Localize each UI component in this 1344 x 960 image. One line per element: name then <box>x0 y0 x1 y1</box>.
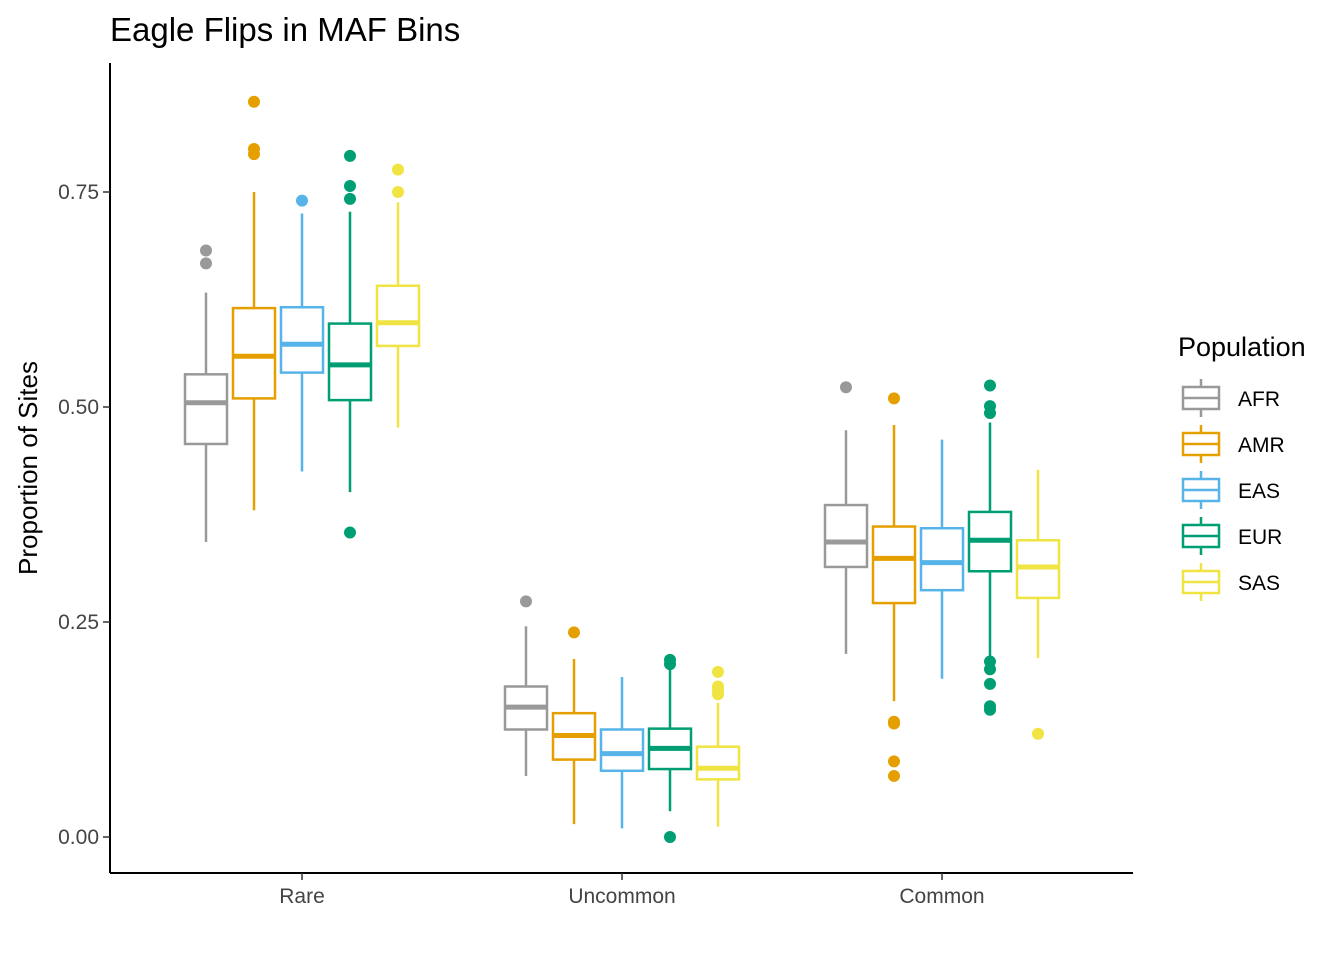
box-iqr <box>279 305 325 374</box>
box-sas-rare <box>375 163 421 428</box>
box-afr-rare <box>183 244 229 543</box>
y-axis-title: Proportion of Sites <box>13 361 43 575</box>
x-tick-label: Rare <box>279 885 325 908</box>
legend-label: EUR <box>1238 526 1282 549</box>
y-tick-label: 0.00 <box>58 826 99 849</box>
box-amr-rare <box>231 95 277 511</box>
outlier-point <box>1032 727 1044 740</box>
legend: Population AFR AMR EAS EUR SAS <box>1178 332 1306 601</box>
legend-item-sas: SAS <box>1181 563 1280 601</box>
box-eas-rare <box>279 194 325 472</box>
series-sas <box>375 163 1061 827</box>
outlier-point <box>888 769 900 782</box>
box-eur-common <box>967 379 1013 716</box>
legend-item-afr: AFR <box>1181 379 1280 417</box>
box-iqr <box>183 373 229 446</box>
legend-label: AMR <box>1238 434 1285 457</box>
box-iqr <box>599 728 645 773</box>
series-eas <box>279 194 965 829</box>
outlier-point <box>712 680 724 693</box>
x-tick-label: Uncommon <box>568 885 675 908</box>
plot-area <box>183 95 1061 843</box>
box-sas-common <box>1015 469 1061 740</box>
outlier-point <box>392 186 404 198</box>
box-afr-common <box>823 381 869 654</box>
series-afr <box>183 244 869 776</box>
outlier-point <box>344 526 356 539</box>
box-iqr <box>695 745 741 781</box>
outlier-point <box>984 677 996 690</box>
outlier-point <box>344 192 356 205</box>
axes: 0.00 0.25 0.50 0.75 Rare Uncommon Common <box>58 63 1133 908</box>
box-iqr <box>823 503 869 569</box>
outlier-point <box>888 715 900 728</box>
outlier-point <box>248 143 260 155</box>
outlier-point <box>984 400 996 413</box>
y-tick-label: 0.50 <box>58 396 99 419</box>
outlier-point <box>344 179 356 192</box>
outlier-point <box>664 653 676 666</box>
outlier-point <box>888 392 900 405</box>
legend-item-amr: AMR <box>1181 425 1285 463</box>
box-amr-uncommon <box>551 626 597 825</box>
outlier-point <box>664 831 676 843</box>
outlier-point <box>200 244 212 257</box>
box-iqr <box>327 322 373 402</box>
series-amr <box>231 95 917 825</box>
box-afr-uncommon <box>503 595 549 776</box>
box-eur-uncommon <box>647 653 693 843</box>
box-eur-rare <box>327 149 373 539</box>
outlier-point <box>984 379 996 392</box>
legend-label: SAS <box>1238 572 1280 595</box>
outlier-point <box>248 95 260 108</box>
outlier-point <box>712 665 724 678</box>
outlier-point <box>984 700 996 713</box>
outlier-point <box>840 381 852 394</box>
box-eas-uncommon <box>599 677 645 829</box>
outlier-point <box>296 194 308 207</box>
legend-item-eur: EUR <box>1181 517 1282 555</box>
box-sas-uncommon <box>695 665 741 827</box>
legend-label: AFR <box>1238 388 1280 411</box>
outlier-point <box>344 149 356 162</box>
series-eur <box>327 149 1013 843</box>
x-tick-label: Common <box>899 885 984 908</box>
outlier-point <box>888 755 900 768</box>
box-iqr <box>871 525 917 605</box>
chart-title: Eagle Flips in MAF Bins <box>110 11 460 48</box>
legend-title: Population <box>1178 332 1306 362</box>
outlier-point <box>200 257 212 270</box>
outlier-point <box>520 595 532 608</box>
outlier-point <box>392 163 404 176</box>
outlier-point <box>568 626 580 639</box>
box-eas-common <box>919 439 965 679</box>
box-iqr <box>919 527 965 592</box>
box-amr-common <box>871 392 917 782</box>
y-tick-label: 0.25 <box>58 611 99 634</box>
box-iqr <box>375 284 421 348</box>
y-tick-label: 0.75 <box>58 181 99 204</box>
legend-item-eas: EAS <box>1181 471 1280 509</box>
legend-label: EAS <box>1238 480 1280 503</box>
outlier-point <box>984 655 996 668</box>
box-iqr <box>231 306 277 400</box>
